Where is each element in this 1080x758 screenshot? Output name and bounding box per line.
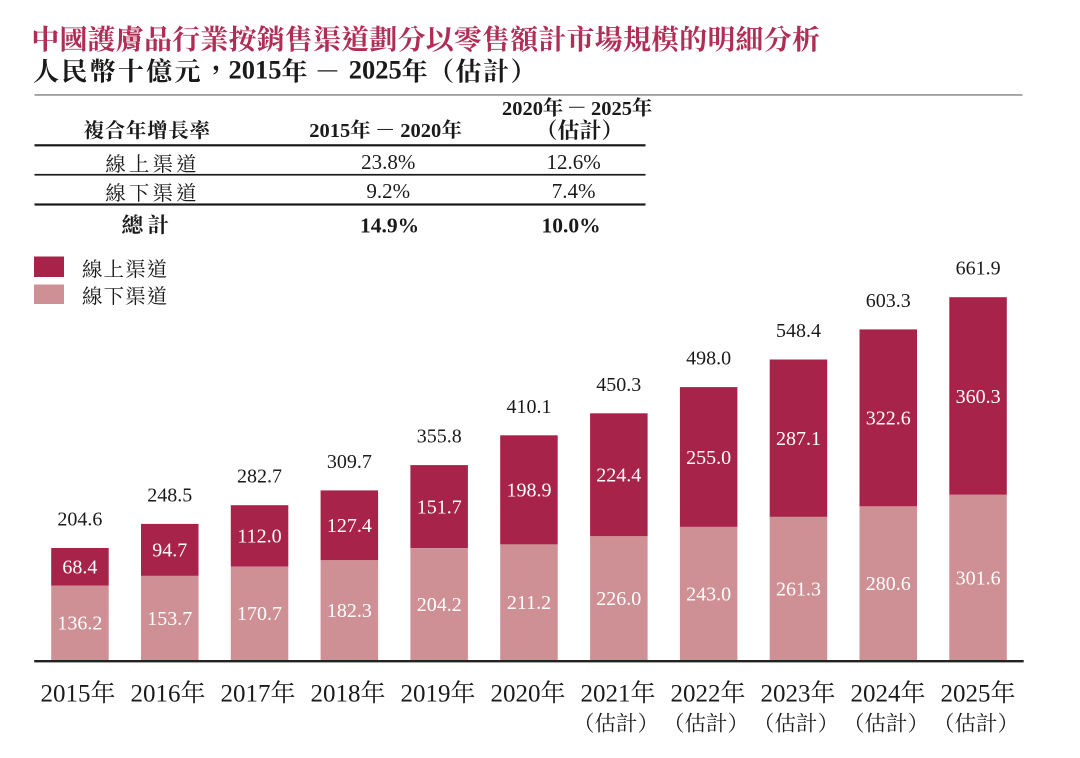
svg-text:151.7: 151.7 bbox=[417, 496, 462, 518]
svg-text:204.2: 204.2 bbox=[417, 594, 462, 616]
svg-text:224.4: 224.4 bbox=[596, 465, 641, 487]
svg-text:68.4: 68.4 bbox=[62, 557, 97, 579]
svg-text:2020: 2020 bbox=[400, 120, 441, 142]
svg-text:226.0: 226.0 bbox=[596, 588, 641, 610]
svg-text:322.6: 322.6 bbox=[866, 408, 911, 430]
svg-text:204.6: 204.6 bbox=[57, 509, 102, 531]
svg-text:14.9%: 14.9% bbox=[360, 214, 419, 238]
svg-text:2025: 2025 bbox=[349, 55, 402, 85]
svg-text:2017: 2017 bbox=[221, 681, 271, 708]
svg-text:12.6%: 12.6% bbox=[546, 150, 600, 174]
svg-text:2023: 2023 bbox=[761, 681, 811, 708]
svg-text:410.1: 410.1 bbox=[507, 396, 552, 418]
svg-text:2024: 2024 bbox=[851, 681, 902, 708]
svg-text:2015: 2015 bbox=[41, 681, 91, 708]
svg-text:136.2: 136.2 bbox=[57, 613, 102, 635]
svg-text:309.7: 309.7 bbox=[327, 451, 372, 473]
svg-text:243.0: 243.0 bbox=[686, 583, 731, 605]
svg-text:2025: 2025 bbox=[591, 98, 632, 120]
svg-text:603.3: 603.3 bbox=[866, 290, 911, 312]
svg-text:548.4: 548.4 bbox=[776, 320, 821, 342]
svg-text:10.0%: 10.0% bbox=[541, 214, 600, 238]
svg-text:182.3: 182.3 bbox=[327, 600, 372, 622]
svg-text:2015: 2015 bbox=[229, 55, 282, 85]
svg-text:280.6: 280.6 bbox=[866, 573, 911, 595]
svg-text:360.3: 360.3 bbox=[956, 386, 1001, 408]
svg-text:255.0: 255.0 bbox=[686, 447, 731, 469]
svg-text:282.7: 282.7 bbox=[237, 466, 282, 488]
svg-text:2021: 2021 bbox=[581, 681, 631, 708]
svg-text:112.0: 112.0 bbox=[237, 526, 281, 548]
svg-text:198.9: 198.9 bbox=[507, 480, 552, 502]
svg-text:2020: 2020 bbox=[502, 98, 543, 120]
svg-text:287.1: 287.1 bbox=[776, 428, 821, 450]
svg-text:94.7: 94.7 bbox=[152, 540, 187, 562]
svg-text:248.5: 248.5 bbox=[147, 484, 192, 506]
svg-text:170.7: 170.7 bbox=[237, 603, 282, 625]
svg-text:127.4: 127.4 bbox=[327, 515, 372, 537]
svg-text:23.8%: 23.8% bbox=[361, 150, 415, 174]
svg-text:301.6: 301.6 bbox=[956, 567, 1001, 589]
svg-text:7.4%: 7.4% bbox=[552, 179, 596, 203]
svg-text:2025: 2025 bbox=[941, 681, 991, 708]
svg-text:2020: 2020 bbox=[491, 681, 541, 708]
svg-text:153.7: 153.7 bbox=[147, 608, 192, 630]
svg-text:261.3: 261.3 bbox=[776, 578, 821, 600]
svg-text:2018: 2018 bbox=[311, 681, 361, 708]
svg-text:2022: 2022 bbox=[671, 681, 721, 708]
svg-text:2016: 2016 bbox=[131, 681, 181, 708]
svg-text:498.0: 498.0 bbox=[686, 348, 731, 370]
svg-text:211.2: 211.2 bbox=[507, 592, 551, 614]
svg-text:2015: 2015 bbox=[309, 120, 350, 142]
svg-text:355.8: 355.8 bbox=[417, 426, 462, 448]
svg-text:2019: 2019 bbox=[401, 681, 451, 708]
svg-text:661.9: 661.9 bbox=[956, 258, 1001, 280]
svg-text:9.2%: 9.2% bbox=[366, 179, 410, 203]
svg-text:450.3: 450.3 bbox=[596, 374, 641, 396]
